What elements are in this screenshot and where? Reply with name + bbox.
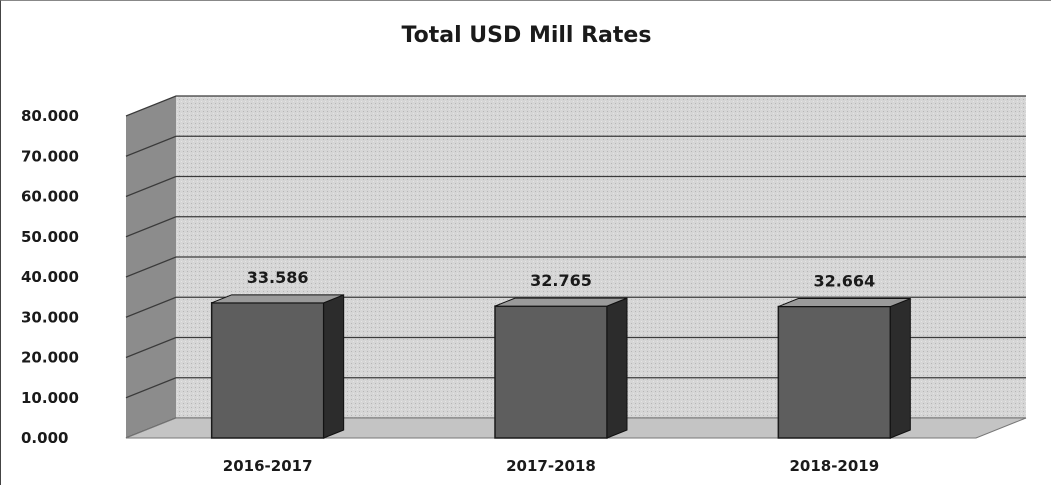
- bars: [210, 294, 911, 439]
- gridline: [125, 95, 1026, 117]
- gridline: [125, 336, 1026, 359]
- bar-top: [778, 298, 911, 308]
- data-labels: 33.586 32.765 32.664: [247, 268, 875, 291]
- data-label: 32.664: [813, 272, 875, 291]
- x-tick-label: 2018-2019: [789, 457, 879, 475]
- bar-top: [494, 297, 628, 307]
- bar: [210, 294, 345, 439]
- gridline: [125, 256, 1026, 278]
- bar-front: [494, 305, 608, 439]
- bar-side: [889, 297, 911, 439]
- y-tick-label: 30.000: [21, 308, 79, 326]
- gridline: [125, 377, 1026, 399]
- gridline: [125, 216, 1026, 238]
- bar-top: [211, 294, 344, 304]
- y-tick-label: 70.000: [21, 147, 79, 165]
- y-tick-label: 50.000: [21, 228, 79, 246]
- bar-front: [210, 302, 325, 439]
- bar-front: [777, 305, 892, 439]
- data-label: 33.586: [247, 268, 309, 287]
- chart-title: Total USD Mill Rates: [401, 23, 652, 48]
- x-tick-label: 2017-2018: [506, 457, 596, 475]
- gridlines: [125, 95, 1026, 439]
- gridline: [125, 296, 1026, 318]
- x-tick-label: 2016-2017: [223, 457, 313, 475]
- gridline: [125, 175, 1026, 198]
- bar-side: [606, 297, 628, 439]
- bar: [777, 297, 911, 439]
- y-tick-label: 80.000: [21, 107, 79, 125]
- bar: [494, 297, 628, 439]
- data-label: 32.765: [530, 271, 592, 290]
- gridline: [125, 135, 1026, 157]
- y-axis-ticks: 0.000 10.000 20.000 30.000 40.000 50.000 60.00…: [21, 107, 79, 447]
- bar-side: [323, 294, 345, 439]
- x-axis-ticks: 2016-2017 2017-2018 2018-2019: [223, 457, 879, 475]
- y-tick-label: 60.000: [21, 188, 79, 206]
- y-tick-label: 40.000: [21, 268, 79, 286]
- y-tick-label: 0.000: [21, 429, 68, 447]
- y-tick-label: 20.000: [21, 349, 79, 367]
- y-tick-label: 10.000: [21, 389, 79, 407]
